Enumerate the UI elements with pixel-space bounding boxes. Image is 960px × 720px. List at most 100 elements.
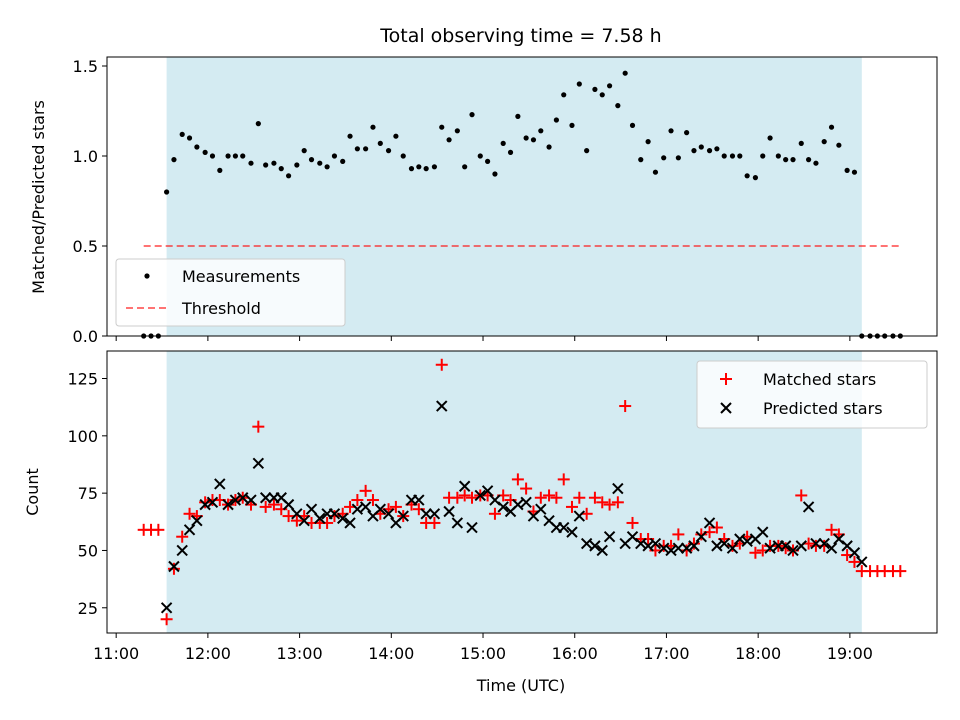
measurement-point xyxy=(744,173,750,179)
measurement-point xyxy=(592,86,598,92)
measurement-point xyxy=(698,144,704,150)
measurement-point xyxy=(569,122,575,128)
predicted-star-point xyxy=(282,498,295,511)
measurement-point xyxy=(790,157,796,163)
measurement-point xyxy=(416,164,422,170)
measurement-point xyxy=(408,166,415,172)
measurement-point xyxy=(202,149,208,155)
x-tick-label: 12:00 xyxy=(185,644,231,663)
matched-star-point xyxy=(543,489,556,502)
matched-star-point xyxy=(626,516,639,529)
predicted-star-point xyxy=(580,537,593,550)
measurement-point xyxy=(584,148,590,154)
measurement-point xyxy=(423,166,429,172)
predicted-star-point xyxy=(856,556,868,568)
measurement-point xyxy=(209,153,216,159)
measurement-point xyxy=(515,113,521,119)
legend-measurements-label: Measurements xyxy=(182,267,300,286)
measurement-point xyxy=(661,155,667,161)
predicted-star-point xyxy=(428,508,441,520)
predicted-star-point xyxy=(779,540,792,552)
predicted-star-point xyxy=(436,400,448,412)
x-tick-label: 13:00 xyxy=(277,644,323,663)
predicted-star-point xyxy=(397,510,409,522)
matched-star-point xyxy=(565,500,578,513)
predicted-star-point xyxy=(298,514,310,527)
predicted-star-point xyxy=(229,494,242,506)
ratio-panel: 0.0 0.5 1.0 1.5 Matched/Predicted stars Mea… xyxy=(29,56,938,346)
predicted-star-point xyxy=(635,537,647,550)
predicted-star-point xyxy=(176,544,188,557)
predicted-star-point xyxy=(718,537,730,550)
measurement-point xyxy=(767,135,773,141)
measurement-point xyxy=(225,153,231,159)
predicted-star-point xyxy=(795,540,807,552)
predicted-star-point xyxy=(589,540,601,552)
measurement-point xyxy=(561,92,567,98)
predicted-star-point xyxy=(245,494,257,506)
predicted-star-point xyxy=(305,503,318,515)
measurement-point xyxy=(629,122,636,128)
measurement-point xyxy=(668,128,674,134)
predicted-star-point xyxy=(314,512,326,525)
matched-star-point xyxy=(176,530,189,543)
matched-star-point xyxy=(259,500,272,513)
x-tick-label: 18:00 xyxy=(735,644,781,663)
measurement-point xyxy=(278,166,284,172)
matched-star-point xyxy=(488,507,501,520)
predicted-star-point xyxy=(649,537,662,550)
matched-star-point xyxy=(848,555,861,568)
predicted-star-point xyxy=(695,531,708,543)
matched-star-point xyxy=(726,539,739,552)
matched-star-point xyxy=(825,523,838,536)
measurement-point xyxy=(729,153,736,159)
predicted-star-point xyxy=(328,508,341,520)
predicted-star-point xyxy=(665,544,677,557)
measurement-point xyxy=(622,70,628,76)
measurement-point xyxy=(164,189,170,195)
predicted-star-point xyxy=(237,492,249,504)
legend-threshold-label: Threshold xyxy=(181,299,261,318)
matched-star-point xyxy=(603,498,616,511)
predicted-star-point xyxy=(573,510,586,522)
measurement-point xyxy=(721,153,727,159)
legend-measurements-marker xyxy=(144,273,150,279)
predicted-star-point xyxy=(214,478,226,490)
measurement-point xyxy=(431,164,438,170)
matched-star-point xyxy=(152,523,165,536)
measurement-point xyxy=(538,128,544,134)
x-axis-label: Time (UTC) xyxy=(476,676,565,695)
measurement-point xyxy=(263,162,269,168)
measurement-point xyxy=(706,148,713,154)
predicted-star-point xyxy=(764,542,776,554)
measurement-point xyxy=(783,157,789,163)
predicted-star-point xyxy=(558,521,570,534)
matched-star-point xyxy=(611,496,624,509)
measurement-point xyxy=(308,157,315,163)
measurement-point xyxy=(485,158,491,164)
measurement-point xyxy=(546,144,552,150)
measurement-point xyxy=(393,133,399,139)
predicted-star-point xyxy=(458,480,471,492)
measurement-point xyxy=(301,148,307,154)
matched-star-point xyxy=(160,613,173,626)
x-tick-label: 14:00 xyxy=(368,644,414,663)
y-tick-label: 0.0 xyxy=(73,327,98,346)
measurement-point xyxy=(523,135,529,141)
measurement-point xyxy=(255,121,261,127)
matched-star-point xyxy=(252,420,265,433)
predicted-star-point xyxy=(336,512,349,525)
measurement-point xyxy=(331,153,338,159)
measurement-point xyxy=(599,92,605,98)
measurement-point xyxy=(171,157,177,163)
measurement-point xyxy=(294,162,300,168)
measurement-point xyxy=(248,160,254,166)
matched-star-point xyxy=(199,496,212,509)
matched-star-point xyxy=(588,491,601,504)
predicted-star-point xyxy=(374,503,387,515)
measurement-point xyxy=(851,169,858,175)
matched-star-point xyxy=(351,494,364,507)
measurement-point xyxy=(813,160,819,166)
measurement-point xyxy=(553,117,559,123)
count-panel: 25 50 75 100 125 11:00 12:00 13:00 14:00 15:00 16… xyxy=(23,350,938,695)
